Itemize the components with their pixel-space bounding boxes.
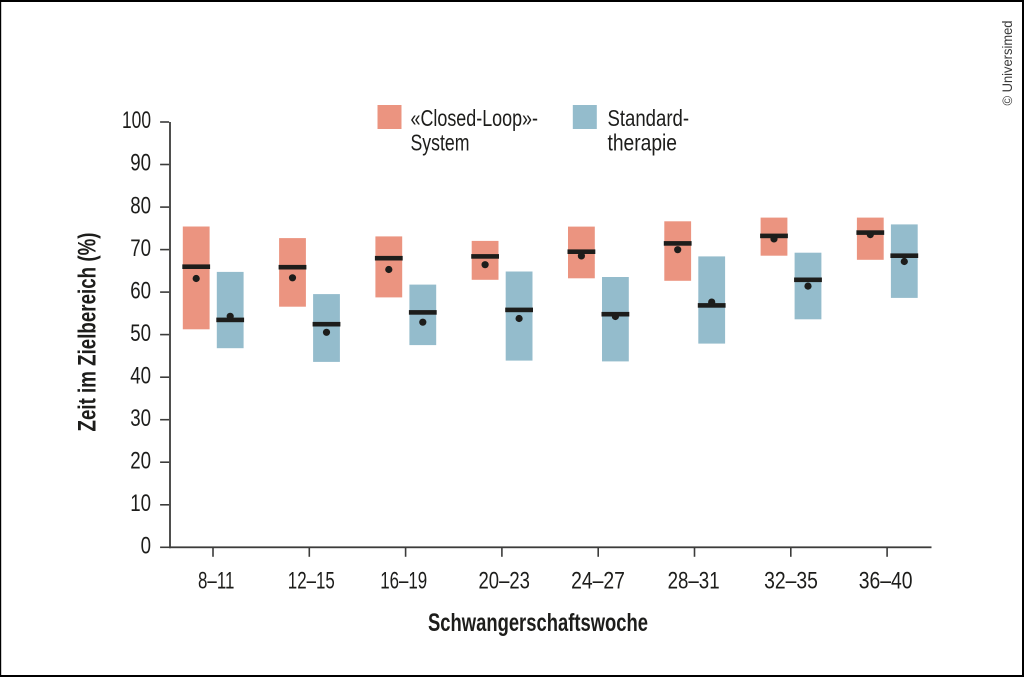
svg-text:70: 70: [130, 235, 151, 262]
svg-text:28–31: 28–31: [668, 568, 720, 595]
svg-text:80: 80: [130, 192, 151, 219]
svg-text:32–35: 32–35: [764, 568, 818, 595]
svg-text:© Universimed: © Universimed: [999, 21, 1015, 106]
svg-text:20–23: 20–23: [479, 568, 530, 595]
svg-text:System: System: [411, 130, 470, 156]
svg-text:30: 30: [130, 405, 151, 432]
svg-text:10: 10: [130, 490, 151, 517]
svg-text:20: 20: [130, 447, 151, 474]
svg-text:36–40: 36–40: [859, 568, 913, 595]
svg-text:60: 60: [130, 277, 151, 304]
svg-text:Standard-: Standard-: [608, 105, 690, 131]
svg-text:16–19: 16–19: [380, 568, 427, 595]
svg-text:therapie: therapie: [608, 130, 678, 156]
svg-text:90: 90: [130, 150, 151, 177]
svg-text:«Closed-Loop»-: «Closed-Loop»-: [411, 105, 539, 131]
svg-text:12–15: 12–15: [288, 568, 335, 595]
svg-text:8–11: 8–11: [198, 568, 234, 595]
svg-text:100: 100: [122, 107, 151, 134]
svg-text:0: 0: [141, 533, 151, 560]
svg-text:Zeit im Zielbereich (%): Zeit im Zielbereich (%): [74, 233, 102, 432]
svg-text:40: 40: [130, 362, 151, 389]
svg-text:24–27: 24–27: [571, 568, 625, 595]
svg-text:Schwangerschaftswoche: Schwangerschaftswoche: [428, 609, 648, 637]
svg-text:50: 50: [130, 320, 151, 347]
